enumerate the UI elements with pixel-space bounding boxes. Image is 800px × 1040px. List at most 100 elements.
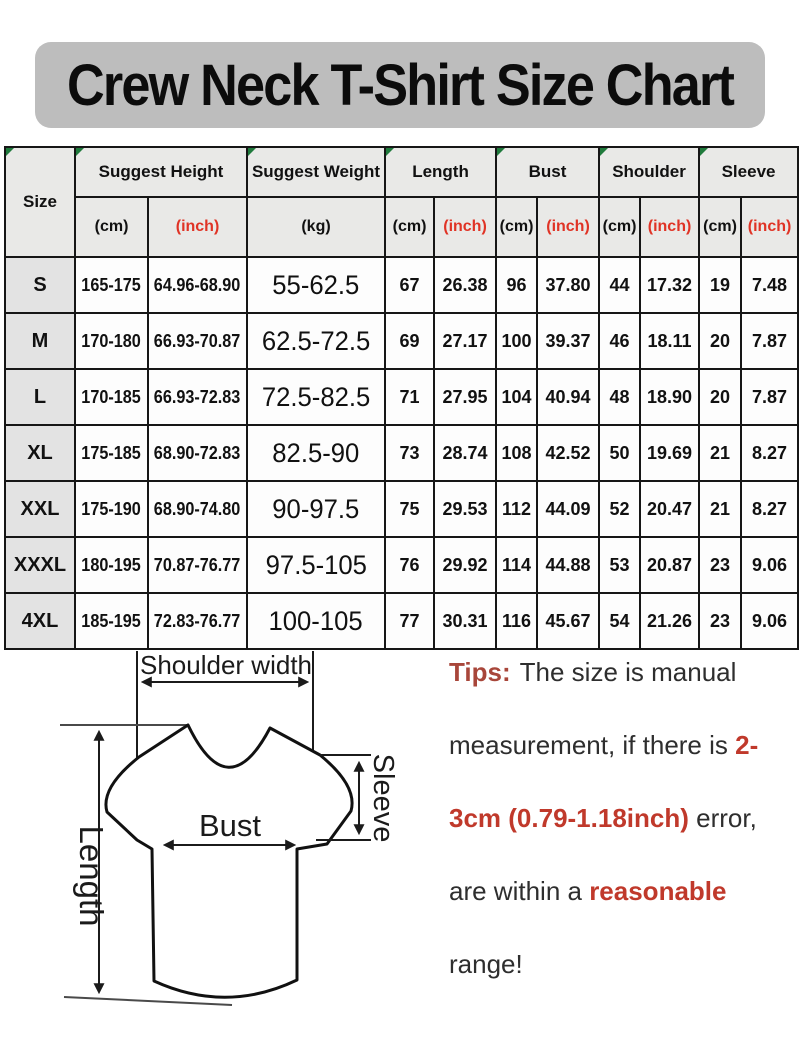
unit-length-cm: (cm) xyxy=(384,196,436,258)
cell-bust_inch: 40.94 xyxy=(536,368,601,426)
cell-sleeve_cm: 23 xyxy=(698,536,743,594)
tshirt-measurement-diagram: Shoulder width Length Bust Sleeve xyxy=(30,648,440,1040)
excel-corner-marker xyxy=(249,149,257,156)
cell-height_inch: 64.96-68.90 xyxy=(146,256,249,314)
tshirt-diagram-svg: Shoulder width Length Bust Sleeve xyxy=(60,650,399,1006)
excel-corner-marker xyxy=(601,149,609,156)
cell-length_cm: 76 xyxy=(384,536,436,594)
cell-shoulder_inch: 17.32 xyxy=(639,256,701,314)
cell-shoulder_inch: 20.47 xyxy=(639,480,701,538)
cell-bust_cm: 116 xyxy=(495,592,539,650)
cell-sleeve_cm: 19 xyxy=(698,256,743,314)
cell-shoulder_cm: 50 xyxy=(598,424,642,482)
excel-corner-marker xyxy=(387,149,395,156)
cell-sleeve_cm: 21 xyxy=(698,480,743,538)
tips-line-4: are within a reasonable xyxy=(449,876,727,906)
size-row-m: M 170-180 66.93-70.87 62.5-72.5 69 27.17 100 39… xyxy=(4,312,800,370)
cell-length_inch: 26.38 xyxy=(433,256,498,314)
size-row-l: L 170-185 66.93-72.83 72.5-82.5 71 27.95 104 40… xyxy=(4,368,800,426)
cell-length_inch: 30.31 xyxy=(433,592,498,650)
unit-height-cm: (cm) xyxy=(74,196,149,258)
size-cell: L xyxy=(4,368,76,426)
cell-height_inch: 66.93-70.87 xyxy=(146,312,249,370)
size-row-4xl: 4XL 185-195 72.83-76.77 100-105 77 30.31 116 45… xyxy=(4,592,800,650)
cell-height_inch: 72.83-76.77 xyxy=(146,592,249,650)
excel-corner-marker xyxy=(701,149,709,156)
tips-line-5: range! xyxy=(449,949,523,979)
cell-weight_kg: 100-105 xyxy=(246,592,387,650)
cell-weight_kg: 55-62.5 xyxy=(246,256,387,314)
cell-shoulder_inch: 18.90 xyxy=(639,368,701,426)
cell-shoulder_inch: 18.11 xyxy=(639,312,701,370)
cell-sleeve_inch: 8.27 xyxy=(740,424,800,482)
unit-bust-inch: (inch) xyxy=(536,196,601,258)
cell-sleeve_cm: 23 xyxy=(698,592,743,650)
col-header-length-label: Length xyxy=(412,162,469,181)
unit-length-inch: (inch) xyxy=(433,196,498,258)
cell-sleeve_cm: 20 xyxy=(698,368,743,426)
size-row-xxxl: XXXL 180-195 70.87-76.77 97.5-105 76 29.92 114… xyxy=(4,536,800,594)
cell-height_cm: 175-185 xyxy=(74,424,149,482)
table-header-groups: Size Suggest Height Suggest Weight Lengt… xyxy=(4,146,800,258)
cell-sleeve_inch: 9.06 xyxy=(740,592,800,650)
cell-shoulder_cm: 54 xyxy=(598,592,642,650)
cell-bust_cm: 112 xyxy=(495,480,539,538)
col-header-suggest-weight: Suggest Weight xyxy=(246,146,387,198)
cell-length_cm: 67 xyxy=(384,256,436,314)
col-header-sleeve: Sleeve xyxy=(698,146,800,198)
cell-height_cm: 170-180 xyxy=(74,312,149,370)
col-header-shoulder: Shoulder xyxy=(598,146,701,198)
tshirt-outline xyxy=(104,723,354,999)
cell-shoulder_cm: 52 xyxy=(598,480,642,538)
col-header-suggest-height: Suggest Height xyxy=(73,146,249,198)
cell-height_inch: 68.90-72.83 xyxy=(146,424,249,482)
col-header-sleeve-label: Sleeve xyxy=(721,162,776,181)
cell-shoulder_inch: 20.87 xyxy=(639,536,701,594)
tips-text: Tips: The size is manual measurement, if … xyxy=(449,636,784,1001)
cell-shoulder_cm: 44 xyxy=(598,256,642,314)
cell-sleeve_cm: 20 xyxy=(698,312,743,370)
cell-weight_kg: 97.5-105 xyxy=(246,536,387,594)
unit-sleeve-cm: (cm) xyxy=(698,196,743,258)
cell-weight_kg: 82.5-90 xyxy=(246,424,387,482)
cell-sleeve_inch: 8.27 xyxy=(740,480,800,538)
cell-length_inch: 27.95 xyxy=(433,368,498,426)
cell-shoulder_cm: 53 xyxy=(598,536,642,594)
col-header-suggest-height-label: Suggest Height xyxy=(98,162,224,181)
cell-height_cm: 180-195 xyxy=(74,536,149,594)
cell-height_cm: 185-195 xyxy=(74,592,149,650)
cell-length_cm: 69 xyxy=(384,312,436,370)
size-cell: XXXL xyxy=(4,536,76,594)
page-title: Crew Neck T-Shirt Size Chart xyxy=(66,52,735,118)
size-row-s: S 165-175 64.96-68.90 55-62.5 67 26.38 96 37.80… xyxy=(4,256,800,314)
excel-corner-marker xyxy=(7,149,14,156)
cell-bust_inch: 37.80 xyxy=(536,256,601,314)
length-guide-bottom xyxy=(63,996,233,1006)
cell-height_cm: 175-190 xyxy=(74,480,149,538)
col-header-size-label: Size xyxy=(22,192,58,211)
table-header-units: (cm) (inch) (kg) (cm) (inch) (cm) (inch)… xyxy=(5,196,800,258)
col-header-bust: Bust xyxy=(495,146,601,198)
cell-weight_kg: 90-97.5 xyxy=(246,480,387,538)
length-label: Length xyxy=(73,826,110,927)
cell-sleeve_inch: 9.06 xyxy=(740,536,800,594)
unit-height-inch: (inch) xyxy=(146,196,249,258)
cell-bust_cm: 114 xyxy=(495,536,539,594)
cell-length_cm: 75 xyxy=(384,480,436,538)
cell-length_inch: 27.17 xyxy=(433,312,498,370)
cell-height_inch: 70.87-76.77 xyxy=(146,536,249,594)
cell-weight_kg: 62.5-72.5 xyxy=(246,312,387,370)
cell-shoulder_inch: 19.69 xyxy=(639,424,701,482)
cell-bust_inch: 44.09 xyxy=(536,480,601,538)
col-header-size: Size xyxy=(4,146,76,258)
cell-shoulder_cm: 48 xyxy=(598,368,642,426)
size-cell: S xyxy=(4,256,76,314)
cell-length_cm: 71 xyxy=(384,368,436,426)
cell-length_inch: 29.92 xyxy=(433,536,498,594)
size-row-xl: XL 175-185 68.90-72.83 82.5-90 73 28.74 108 42.… xyxy=(4,424,800,482)
cell-shoulder_inch: 21.26 xyxy=(639,592,701,650)
cell-bust_cm: 100 xyxy=(495,312,539,370)
cell-bust_inch: 45.67 xyxy=(536,592,601,650)
unit-weight-kg: (kg) xyxy=(246,196,387,258)
cell-bust_inch: 42.52 xyxy=(536,424,601,482)
